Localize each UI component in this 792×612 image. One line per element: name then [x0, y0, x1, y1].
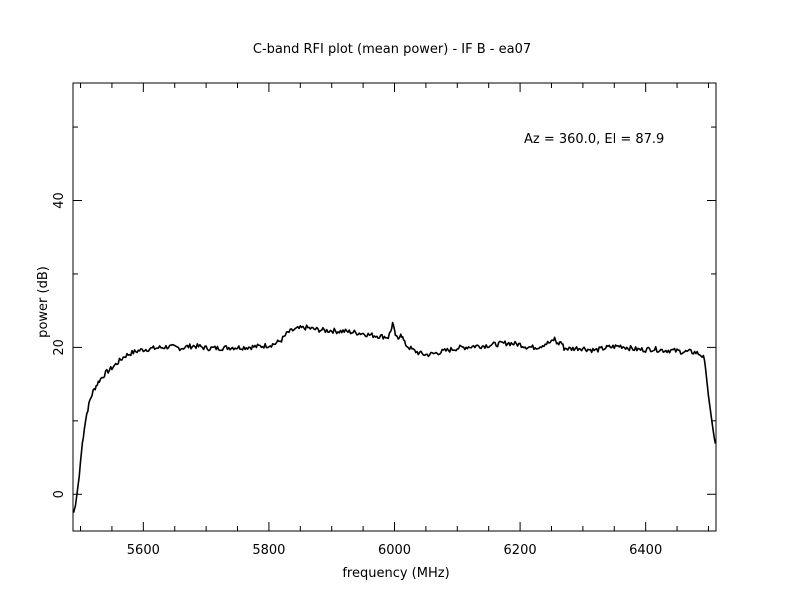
chart-annotation: Az = 360.0, El = 87.9: [524, 132, 664, 147]
tick-labels: 5600 5800 6000 6200 6400 0 20 40: [52, 192, 662, 558]
y-tick-label: 20: [52, 339, 67, 356]
power-trace: [72, 321, 717, 513]
x-tick-label: 6400: [629, 543, 662, 558]
y-tick-label: 0: [52, 490, 67, 498]
y-tick-label: 40: [52, 192, 67, 209]
chart-title: C-band RFI plot (mean power) - IF B - ea…: [253, 42, 531, 57]
x-tick-label: 5600: [127, 543, 160, 558]
y-axis-label: power (dB): [36, 266, 51, 338]
axis-ticks: [73, 83, 716, 531]
x-axis-label: frequency (MHz): [342, 566, 449, 581]
x-tick-label: 5800: [252, 543, 285, 558]
plot-frame: [72, 82, 717, 532]
x-tick-label: 6200: [504, 543, 537, 558]
x-tick-label: 6000: [378, 543, 411, 558]
